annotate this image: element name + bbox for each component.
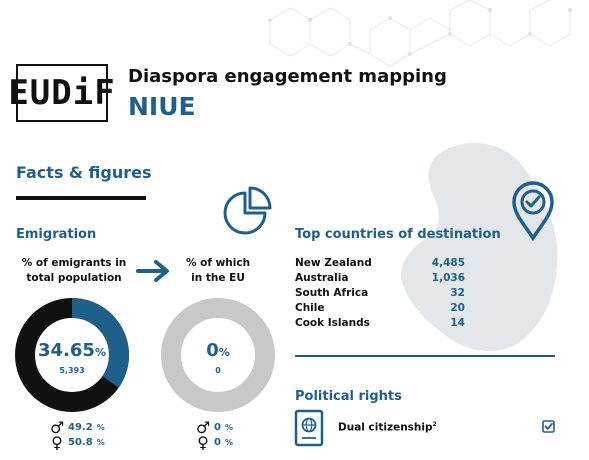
network-pattern-decoration [268, 0, 572, 67]
eu-female-share: ♀ 0% [197, 433, 233, 452]
emigration-heading: Emigration [16, 227, 97, 242]
list-item: New Zealand 4,485 [295, 257, 465, 269]
emigrants-in-population-label: % of emigrants in total population [21, 257, 127, 284]
destinations-heading: Top countries of destination [295, 227, 501, 242]
passport-icon [294, 409, 324, 447]
male-icon: ♂ [196, 418, 211, 437]
emigrants-count-value: 5,393 [59, 366, 85, 375]
eu-percent-value: 0% [206, 340, 230, 361]
dual-citizenship-label: Dual citizenship2 [338, 421, 437, 434]
section-divider [295, 355, 555, 357]
destinations-list: New Zealand 4,485 Australia 1,036 South Af… [295, 257, 465, 332]
list-item: Australia 1,036 [295, 272, 465, 284]
eu-count-value: 0 [215, 366, 221, 375]
donut-track-eu [161, 298, 275, 412]
list-item: South Africa 32 [295, 287, 465, 299]
eudif-logo: EUDiF [8, 73, 116, 113]
facts-figures-underline [16, 196, 146, 200]
list-item: Chile 20 [295, 302, 465, 314]
country-name: NIUE [128, 92, 196, 121]
eudif-logo-frame [16, 64, 108, 122]
island-map-silhouette [401, 142, 558, 352]
page-title: Diaspora engagement mapping [128, 66, 447, 87]
eu-donut-chart [161, 298, 275, 412]
arrow-right-icon [136, 260, 169, 282]
facts-figures-heading: Facts & figures [16, 163, 152, 182]
emigrants-donut-chart [15, 298, 129, 412]
list-item: Cook Islands 14 [295, 317, 465, 329]
dual-citizenship-checkbox-icon [542, 420, 555, 433]
map-pin-check-icon [512, 181, 554, 242]
emigrants-female-share: ♀ 50.8% [51, 433, 105, 452]
pie-chart-icon [223, 186, 272, 235]
female-icon: ♀ [197, 433, 209, 452]
eu-male-share: ♂ 0% [196, 418, 233, 437]
donut-segment-emigrants [15, 298, 129, 412]
female-icon: ♀ [51, 433, 63, 452]
political-rights-heading: Political rights [295, 389, 402, 404]
emigrants-male-share: ♂ 49.2% [50, 418, 105, 437]
emigrants-percent-value: 34.65% [38, 340, 106, 361]
male-icon: ♂ [50, 418, 65, 437]
emigrants-in-eu-label: % of which in the EU [185, 257, 251, 284]
